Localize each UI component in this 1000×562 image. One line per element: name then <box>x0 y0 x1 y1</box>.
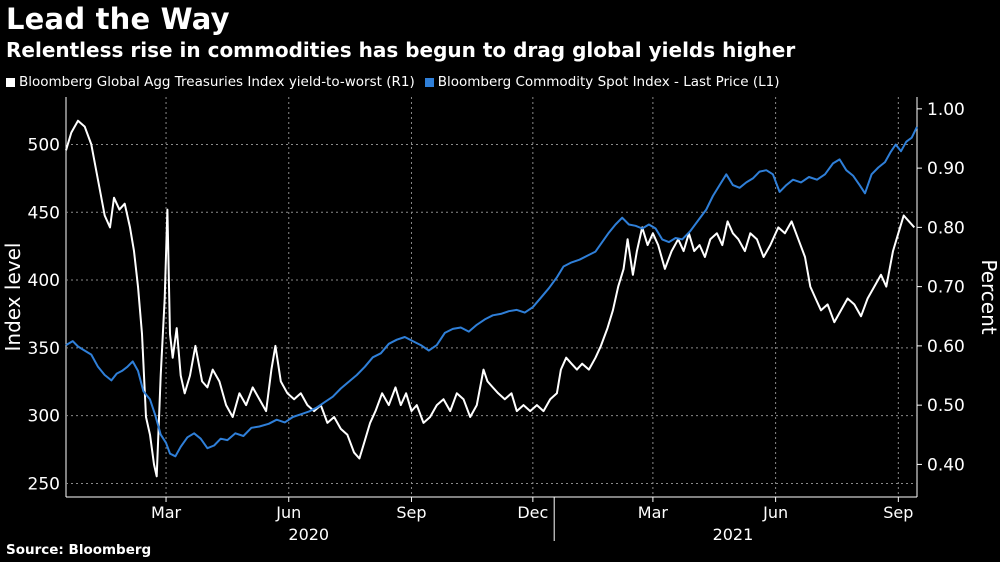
y-right-tick-label: 0.50 <box>927 396 965 416</box>
x-tick-label: Jun <box>762 503 788 522</box>
legend-swatch-blue <box>424 77 434 87</box>
x-tick-label: Mar <box>638 503 669 522</box>
y-left-tick-label: 500 <box>28 135 60 155</box>
chart-title: Lead the Way <box>6 2 230 36</box>
legend-swatch-white <box>6 77 15 87</box>
y-right-tick-label: 1.00 <box>927 100 965 120</box>
x-tick-label: Jun <box>275 503 301 522</box>
series-line-yield <box>65 119 916 478</box>
y-left-tick-label: 250 <box>28 474 60 494</box>
y-right-tick-label: 0.90 <box>927 159 965 179</box>
legend-item-yield: Bloomberg Global Agg Treasuries Index yi… <box>6 74 415 90</box>
source-note: Source: Bloomberg <box>6 542 152 558</box>
x-tick-label: Dec <box>517 503 548 522</box>
y-left-axis-label: Index level <box>1 243 25 352</box>
x-tick-label: Sep <box>883 503 913 522</box>
y-right-tick-label: 0.70 <box>927 278 965 298</box>
y-left-tick-label: 350 <box>28 339 60 359</box>
x-tick-label: Sep <box>396 503 426 522</box>
y-right-tick-label: 0.80 <box>927 218 965 238</box>
series-line-commodity <box>65 126 918 458</box>
chart-subtitle: Relentless rise in commodities has begun… <box>6 38 796 62</box>
x-tick-label: Mar <box>151 503 182 522</box>
y-right-axis-label: Percent <box>977 259 1000 334</box>
legend-label-yield: Bloomberg Global Agg Treasuries Index yi… <box>19 74 415 90</box>
x-year-label: 2021 <box>713 525 754 544</box>
y-right-tick-label: 0.40 <box>927 455 965 475</box>
x-year-label: 2020 <box>288 525 329 544</box>
y-left-tick-label: 300 <box>28 407 60 427</box>
y-right-tick-label: 0.60 <box>927 337 965 357</box>
y-left-tick-label: 400 <box>28 271 60 291</box>
chart-legend: Bloomberg Global Agg Treasuries Index yi… <box>6 74 789 90</box>
legend-label-commodity: Bloomberg Commodity Spot Index - Last Pr… <box>437 74 780 90</box>
legend-item-commodity: Bloomberg Commodity Spot Index - Last Pr… <box>424 74 780 90</box>
y-left-tick-label: 450 <box>28 203 60 223</box>
